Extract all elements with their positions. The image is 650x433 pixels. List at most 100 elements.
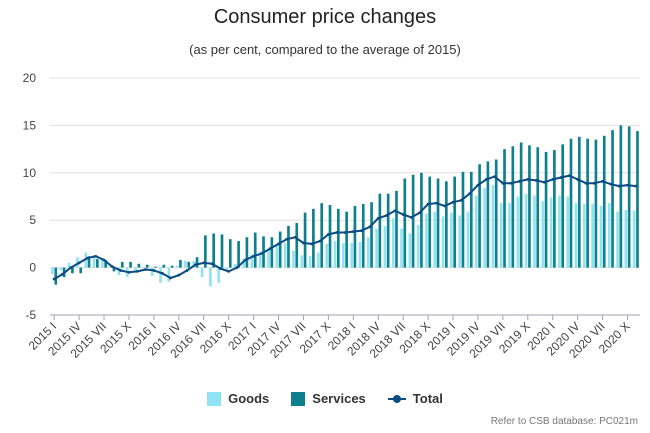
bar-services xyxy=(594,139,598,268)
point-total xyxy=(85,256,89,260)
bar-goods xyxy=(549,197,553,268)
bar-services xyxy=(79,267,83,274)
bar-goods xyxy=(541,201,545,268)
bar-services xyxy=(561,144,565,268)
point-total xyxy=(210,262,214,266)
bar-goods xyxy=(250,254,254,268)
bar-services xyxy=(469,171,473,268)
bar-goods xyxy=(159,267,162,283)
bar-services xyxy=(104,260,107,268)
point-total xyxy=(567,174,571,178)
bar-services xyxy=(195,257,199,268)
bar-goods xyxy=(450,212,453,268)
bar-goods xyxy=(300,255,304,268)
credit-text[interactable]: Refer to CSB database: PC021m xyxy=(490,416,638,427)
point-total xyxy=(534,178,538,182)
bar-goods xyxy=(325,243,329,268)
bar-services xyxy=(611,130,614,268)
legend-swatch-goods xyxy=(207,391,222,406)
y-tick-label: 10 xyxy=(23,166,37,180)
point-total xyxy=(493,175,496,178)
bar-services xyxy=(395,190,398,268)
bar-goods xyxy=(391,218,395,268)
bar-services xyxy=(245,237,249,268)
bar-services xyxy=(428,176,432,268)
point-total xyxy=(102,258,106,262)
bar-services xyxy=(436,178,440,268)
bar-services xyxy=(494,159,498,268)
point-total xyxy=(401,213,405,216)
point-total xyxy=(484,178,488,181)
point-total xyxy=(302,241,305,245)
legend-label-total: Total xyxy=(412,391,443,406)
bar-goods xyxy=(533,195,536,268)
bar-goods xyxy=(317,252,320,268)
bar-goods xyxy=(200,267,204,278)
legend-item-services[interactable]: Services xyxy=(291,391,366,406)
point-total xyxy=(551,178,555,181)
bar-services xyxy=(453,176,456,268)
point-total xyxy=(52,277,56,281)
point-total xyxy=(110,265,114,269)
point-total xyxy=(94,254,98,258)
bar-services xyxy=(295,223,299,268)
point-total xyxy=(385,214,388,217)
bar-services xyxy=(486,161,490,268)
bar-services xyxy=(445,181,448,268)
bar-goods xyxy=(333,241,337,268)
y-tick-label: 5 xyxy=(29,213,36,227)
point-total xyxy=(584,181,588,185)
bar-services xyxy=(170,265,174,268)
point-total xyxy=(435,201,438,205)
bar-goods xyxy=(558,195,561,268)
point-total xyxy=(69,266,73,269)
bar-goods xyxy=(599,205,603,268)
y-tick-label: 0 xyxy=(29,261,36,275)
bar-goods xyxy=(192,260,196,268)
point-total xyxy=(501,181,505,185)
point-total xyxy=(218,267,222,270)
legend-item-goods[interactable]: Goods xyxy=(207,391,269,406)
bar-goods xyxy=(117,267,121,276)
bar-services xyxy=(528,145,531,268)
point-total xyxy=(360,229,364,233)
bar-goods xyxy=(308,256,312,268)
point-total xyxy=(476,183,480,187)
bar-services xyxy=(544,151,548,268)
bar-goods xyxy=(209,267,212,287)
bar-services xyxy=(619,125,623,268)
bar-goods xyxy=(624,209,628,268)
legend-swatch-services xyxy=(291,391,306,406)
bar-services xyxy=(370,202,373,268)
point-total xyxy=(310,242,314,246)
bar-goods xyxy=(184,260,187,268)
bar-goods xyxy=(566,196,570,268)
bar-goods xyxy=(342,242,345,268)
bar-goods xyxy=(508,203,511,268)
point-total xyxy=(351,230,355,233)
bar-goods xyxy=(408,233,412,268)
bar-goods xyxy=(483,187,486,268)
bar-services xyxy=(328,205,332,268)
legend-item-total[interactable]: Total xyxy=(387,391,443,406)
legend-label-goods: Goods xyxy=(228,391,270,406)
bar-goods xyxy=(425,213,428,268)
point-total xyxy=(77,261,81,265)
point-total xyxy=(410,215,413,219)
point-total xyxy=(169,276,172,280)
point-total xyxy=(518,179,521,183)
bar-goods xyxy=(292,250,295,268)
bar-services xyxy=(577,136,581,268)
series-line-total xyxy=(53,174,636,280)
bar-services xyxy=(112,267,116,272)
bar-services xyxy=(312,208,315,268)
point-total xyxy=(285,237,289,241)
bar-goods xyxy=(574,203,578,268)
bar-goods xyxy=(466,211,470,268)
bar-services xyxy=(137,263,141,268)
bar-goods xyxy=(416,224,420,268)
bar-services xyxy=(287,225,290,268)
bar-goods xyxy=(142,267,146,269)
bar-services xyxy=(187,261,191,268)
